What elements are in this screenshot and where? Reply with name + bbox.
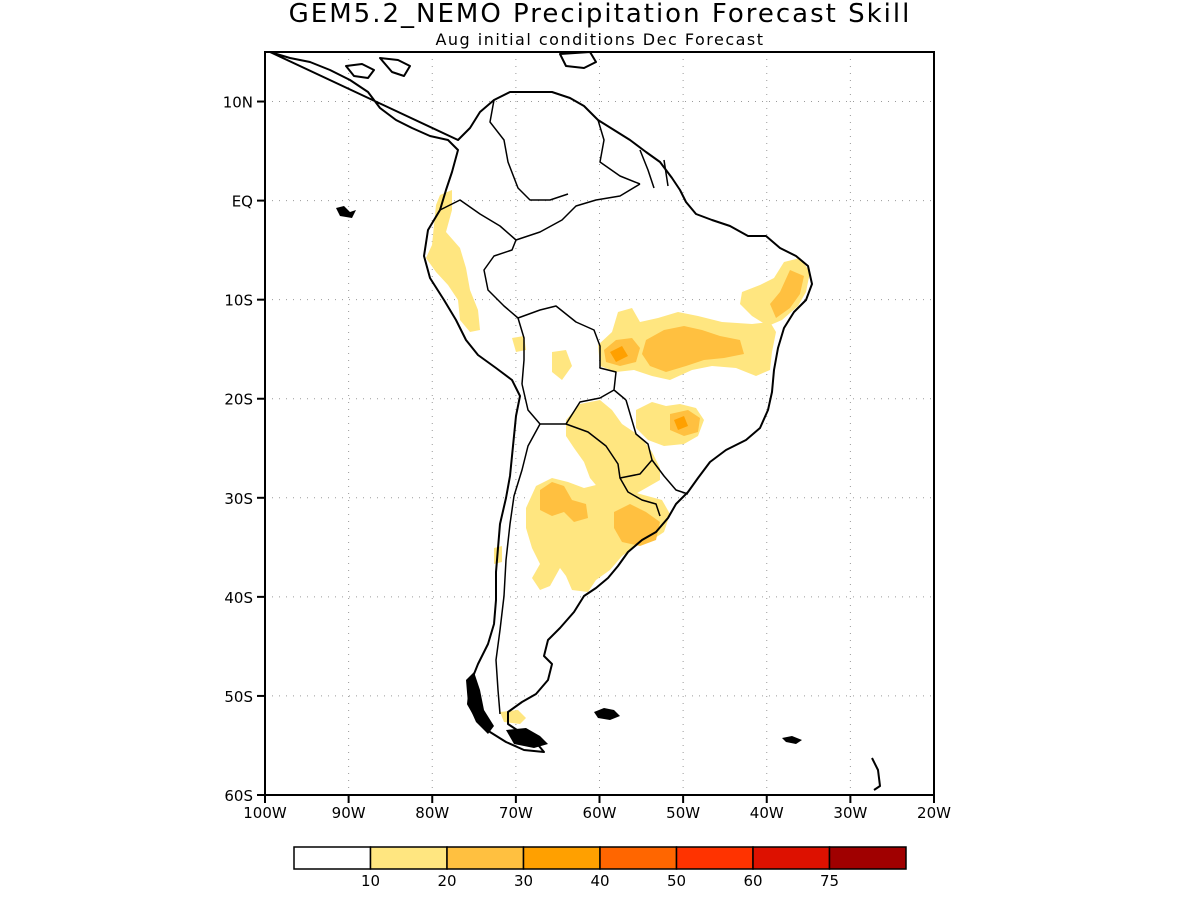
skill-spot-sao-paulo: [674, 416, 688, 430]
coastline-central-america: [345, 52, 597, 79]
country-borders: [439, 99, 689, 715]
tick-label-lon: 40W: [750, 804, 784, 822]
map-frame: [264, 51, 935, 796]
colorbar: 10 20 30 40 50 60 75: [293, 846, 907, 890]
skill-region-bolivia-small: [552, 350, 572, 380]
colorbar-swatch: [293, 846, 372, 870]
colorbar-label: 30: [514, 872, 533, 890]
border-chile-argentina: [495, 423, 541, 715]
tick-label-lat: 10N: [223, 94, 253, 112]
skill-region-tierra-del-fuego: [500, 710, 526, 724]
south-sandwich-islands: [871, 757, 881, 791]
tick-label-lon: 20W: [917, 804, 951, 822]
skill-region-northeast-brazil-core: [770, 270, 804, 318]
colorbar-label: 75: [820, 872, 839, 890]
border-argentina-uruguay-brazil: [619, 459, 689, 517]
tick-label-lat: 30S: [224, 490, 253, 508]
colorbar-label: 40: [590, 872, 609, 890]
skill-spot-mato-grosso: [610, 346, 628, 362]
skill-region-ecuador-peru-coast: [426, 190, 480, 332]
colorbar-swatch: [828, 846, 907, 870]
border-venezuela-guyana: [597, 119, 641, 185]
tick-label-lon: 100W: [243, 804, 287, 822]
coastline-south-america: [269, 52, 813, 753]
tick-label-lat: 10S: [224, 292, 253, 310]
south-georgia: [782, 736, 802, 744]
tick-label-lat: EQ: [232, 193, 253, 211]
map-subtitle: Aug initial conditions Dec Forecast: [435, 30, 764, 49]
tick-label-lon: 90W: [332, 804, 366, 822]
galapagos-islands: [336, 206, 356, 218]
colorbar-label: 60: [743, 872, 762, 890]
tick-label-lon: 60W: [583, 804, 617, 822]
border-guianas: [639, 149, 669, 189]
map-title: GEM5.2_NEMO Precipitation Forecast Skill: [289, 0, 912, 29]
colorbar-swatch: [446, 846, 525, 870]
tick-label-lon: 70W: [499, 804, 533, 822]
tick-label-lat: 20S: [224, 391, 253, 409]
chilean-archipelago: [466, 672, 494, 734]
border-brazil-west: [515, 183, 641, 401]
tick-label-lat: 60S: [224, 787, 253, 805]
falkland-islands: [594, 708, 620, 720]
colorbar-swatch: [522, 846, 601, 870]
skill-region-peru-small: [512, 336, 526, 352]
colorbar-swatch: [752, 846, 831, 870]
tick-label-lon: 80W: [415, 804, 449, 822]
colorbar-label: 20: [437, 872, 456, 890]
tick-label-lon: 30W: [833, 804, 867, 822]
tick-label-lon: 50W: [666, 804, 700, 822]
border-colombia-venezuela: [489, 99, 569, 201]
colorbar-swatch: [675, 846, 754, 870]
border-colombia-ecuador-peru: [439, 199, 525, 385]
tick-label-lat: 40S: [224, 589, 253, 607]
tick-label-lat: 50S: [224, 688, 253, 706]
skill-region-paraguay-north-argentina: [566, 400, 660, 496]
skill-region-central-brazil-core-east: [642, 326, 744, 372]
tierra-del-fuego-island: [506, 728, 548, 748]
skill-30-40: [610, 346, 688, 430]
colorbar-swatch: [599, 846, 678, 870]
colorbar-label: 10: [361, 872, 380, 890]
colorbar-label: 50: [667, 872, 686, 890]
skill-region-central-argentina-core: [540, 482, 588, 522]
islands: [336, 206, 802, 748]
colorbar-swatch: [369, 846, 448, 870]
border-paraguay: [565, 399, 653, 479]
